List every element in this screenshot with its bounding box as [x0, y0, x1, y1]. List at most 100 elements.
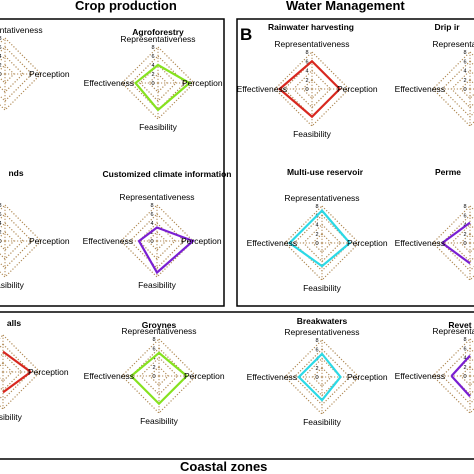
radar-grid-ring — [432, 205, 474, 281]
radar-grid-ring — [302, 357, 342, 397]
radar-chart-title: alls — [7, 318, 21, 328]
axis-label-feasibility: Feasibility — [138, 280, 177, 290]
radar-grid-ring — [450, 69, 474, 109]
radar-tick-label: 2 — [305, 78, 308, 84]
axis-label-perception: Perception — [337, 84, 378, 94]
axis-label-effectiveness: Effectiveness — [395, 84, 445, 94]
radar-tick-label: 0 — [463, 87, 466, 93]
radar-tick-label: 2 — [463, 232, 466, 238]
radar-tick-label: 0 — [315, 241, 318, 247]
radar-chart-title: Perme — [435, 167, 461, 177]
radar-grid-ring — [450, 223, 474, 263]
axis-label-perception: Perception — [182, 78, 223, 88]
radar-tick-label: 8 — [315, 338, 318, 344]
axis-label-representativeness: Representativeness — [284, 193, 359, 203]
axis-label-effectiveness: Effectiveness — [395, 238, 445, 248]
panel-frame-crop-production — [0, 18, 225, 307]
axis-label-representativeness: Representativeness — [0, 25, 43, 35]
radar-tick-label: 8 — [152, 337, 155, 343]
radar-tick-label: 2 — [0, 230, 2, 236]
radar-chart: Rainwater harvesting 0 2 4 6 8Representativen… — [237, 22, 378, 139]
radar-tick-label: 4 — [305, 69, 308, 75]
axis-label-perception: Perception — [29, 236, 70, 246]
panel-frame-water-management — [236, 18, 474, 307]
radar-tick-label: 2 — [152, 365, 155, 371]
radar-series-line — [277, 59, 342, 119]
radar-tick-label: 8 — [0, 203, 2, 209]
radar-tick-label: 0 — [151, 81, 154, 87]
axis-label-effectiveness: Effectiveness — [84, 78, 134, 88]
radar-series-line — [2, 350, 32, 373]
radar-series-line — [441, 221, 471, 244]
radar-grid-ring — [139, 64, 177, 102]
radar-chart-title: Drip ir — [434, 22, 460, 32]
radar-tick-label: 4 — [315, 223, 318, 229]
radar-tick-label: 6 — [305, 59, 308, 65]
radar-tick-label: 8 — [463, 50, 466, 56]
radar-tick-label: 0 — [315, 375, 318, 381]
radar-grid-ring — [147, 231, 167, 251]
axis-label-effectiveness: Effectiveness — [395, 371, 445, 381]
radar-chart: alls02468PerceptionFeasibility — [0, 318, 69, 422]
radar-grid-ring — [432, 338, 474, 414]
radar-series-line — [450, 375, 471, 398]
axis-label-effectiveness: Effectiveness — [247, 372, 297, 382]
axis-label-perception: Perception — [28, 367, 69, 377]
radar-series-line — [129, 351, 189, 406]
radar-tick-label: 6 — [0, 212, 2, 218]
radar-grid-ring — [432, 51, 474, 127]
radar-tick-label: 0 — [152, 374, 155, 380]
radar-chart: Multi-use reservoir02468Representativene… — [247, 167, 388, 293]
panel-letter-b: B — [240, 25, 252, 44]
radar-tick-label: 6 — [463, 213, 466, 219]
radar-tick-label: 8 — [463, 204, 466, 210]
radar-tick-label: 6 — [151, 54, 154, 60]
radar-tick-label: 6 — [315, 347, 318, 353]
radar-tick-label: 8 — [305, 50, 308, 56]
radar-grid-ring — [0, 37, 42, 111]
radar-tick-label: 8 — [151, 45, 154, 51]
axis-label-representativeness: Representativeness — [121, 326, 196, 336]
radar-chart-title: nds — [8, 168, 23, 178]
radar-tick-label: 8 — [150, 203, 153, 209]
radar-tick-label: 8 — [315, 204, 318, 210]
radar-tick-label: 0 — [463, 241, 466, 247]
radar-series-line — [287, 209, 352, 268]
radar-tick-label: 2 — [0, 63, 2, 69]
axis-label-perception: Perception — [181, 236, 222, 246]
radar-grid-ring — [139, 356, 179, 396]
radar-tick-label: 4 — [463, 69, 466, 75]
radar-tick-label: 6 — [463, 59, 466, 65]
radar-chart-title: Customized climate information — [103, 169, 232, 179]
radar-series-line — [137, 226, 196, 275]
axis-label-feasibility: Feasibility — [0, 280, 25, 290]
radar-series-line — [297, 352, 342, 402]
radar-grid-ring — [148, 73, 168, 93]
radar-grid-ring — [120, 204, 194, 278]
radar-chart-title: Agroforestry — [132, 27, 184, 37]
radar-series-line — [133, 63, 192, 112]
panel-heading-coastal-zones: Coastal zones — [180, 459, 267, 474]
radar-tick-label: 4 — [151, 63, 154, 69]
radar-grid-ring — [121, 46, 195, 120]
radar-tick-label: 0 — [0, 72, 2, 78]
radar-series-line — [450, 354, 471, 377]
panel-frame-coastal-zones — [0, 311, 474, 460]
axis-label-feasibility: Feasibility — [139, 122, 178, 132]
axis-label-feasibility: Feasibility — [293, 129, 332, 139]
radar-tick-label: 2 — [151, 72, 154, 78]
radar-chart-title: Revet — [448, 320, 471, 330]
radar-chart: Customized climate information 0 2 4 6 8Repre… — [83, 169, 232, 290]
radar-tick-label: 6 — [463, 346, 466, 352]
radar-chart-title: Groynes — [142, 320, 177, 330]
radar-grid-ring — [121, 338, 197, 414]
radar-tick-label: 4 — [463, 356, 466, 362]
radar-tick-label: 0 — [150, 239, 153, 245]
radar-grid-ring — [302, 223, 342, 263]
axis-label-representativeness: Representativeness — [432, 39, 474, 49]
axis-label-perception: Perception — [184, 371, 225, 381]
radar-tick-label: 2 — [315, 366, 318, 372]
